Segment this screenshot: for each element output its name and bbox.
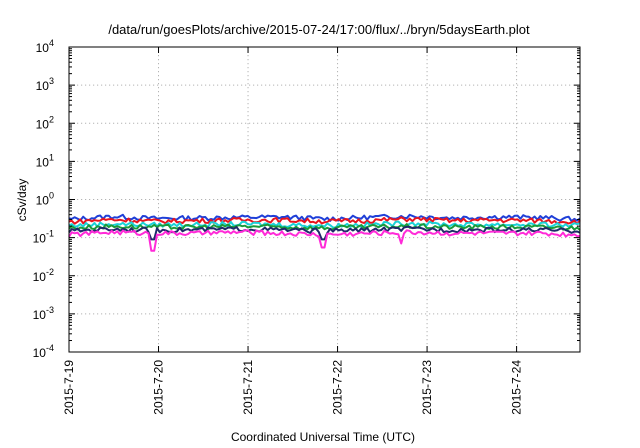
series-line	[68, 229, 581, 252]
y-tick-label: 100	[36, 191, 54, 208]
y-tick-label: 10-2	[33, 267, 54, 284]
x-tick-label: 2015-7-21	[241, 360, 255, 415]
x-tick-label: 2015-7-19	[62, 360, 76, 415]
chart-title: /data/run/goesPlots/archive/2015-07-24/1…	[108, 22, 530, 37]
x-axis-label: Coordinated Universal Time (UTC)	[231, 430, 415, 444]
series-line	[68, 213, 581, 223]
y-tick-label: 101	[36, 152, 54, 169]
x-tick-label: 2015-7-22	[331, 360, 345, 415]
grid-lines	[69, 47, 580, 352]
y-tick-label: 10-4	[33, 343, 54, 360]
x-axis: 2015-7-19 2015-7-20 2015-7-21 2015-7-22 2015…	[62, 47, 524, 415]
series-line	[68, 220, 581, 229]
y-tick-label: 103	[36, 76, 54, 93]
y-tick-label: 104	[36, 38, 54, 55]
x-tick-label: 2015-7-20	[152, 360, 166, 415]
x-tick-label: 2015-7-24	[510, 360, 524, 415]
series-lines	[68, 213, 581, 252]
y-axis-label: cSv/day	[15, 179, 29, 222]
x-tick-label: 2015-7-23	[420, 360, 434, 415]
y-tick-label: 10-1	[33, 229, 54, 246]
y-tick-label: 10-3	[33, 305, 54, 322]
series-line	[68, 223, 581, 231]
y-tick-label: 102	[36, 114, 54, 131]
series-line	[68, 216, 581, 226]
